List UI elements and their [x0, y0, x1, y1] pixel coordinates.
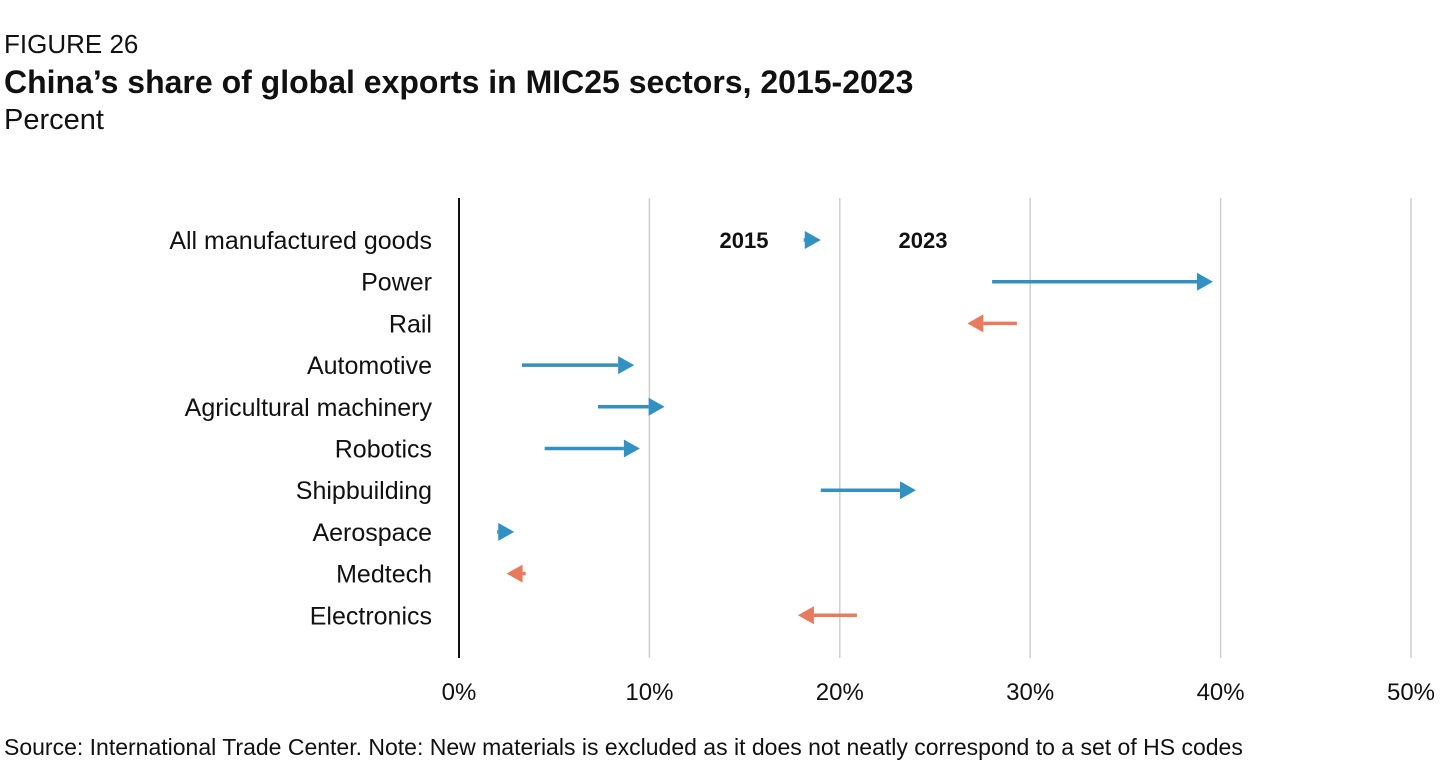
category-label: Medtech [336, 561, 432, 589]
chart-title: China’s share of global exports in MIC25… [4, 64, 914, 100]
category-label: Power [361, 269, 432, 297]
arrow-head [1196, 272, 1213, 291]
category-label: Automotive [307, 352, 432, 380]
x-tick-label: 40% [1197, 679, 1245, 706]
category-label: All manufactured goods [169, 227, 432, 255]
x-tick-label: 30% [1006, 679, 1054, 706]
x-tick-label: 0% [442, 679, 477, 706]
arrow-head [804, 231, 821, 249]
x-tick-label: 10% [625, 679, 673, 706]
arrow-head [498, 522, 515, 541]
category-label: Robotics [335, 436, 432, 464]
x-tick-label: 20% [816, 679, 864, 706]
arrow-head [623, 439, 640, 458]
year-annotation: 2023 [899, 228, 948, 253]
chart-subtitle: Percent [4, 104, 104, 136]
category-label: Agricultural machinery [185, 394, 433, 422]
source-note: Source: International Trade Center. Note… [4, 734, 1243, 760]
arrow-head [506, 564, 523, 583]
year-annotation: 2015 [720, 228, 769, 253]
arrow-head [967, 314, 984, 333]
figure-label: FIGURE 26 [4, 29, 139, 59]
arrow-head [899, 481, 916, 500]
arrow-head [797, 606, 814, 625]
arrow-head [618, 356, 635, 375]
arrow-head [648, 397, 665, 416]
category-label: Rail [389, 310, 432, 338]
category-label: Shipbuilding [296, 477, 432, 505]
category-label: Aerospace [312, 519, 432, 547]
category-label: Electronics [310, 602, 432, 630]
x-tick-label: 50% [1387, 679, 1435, 706]
